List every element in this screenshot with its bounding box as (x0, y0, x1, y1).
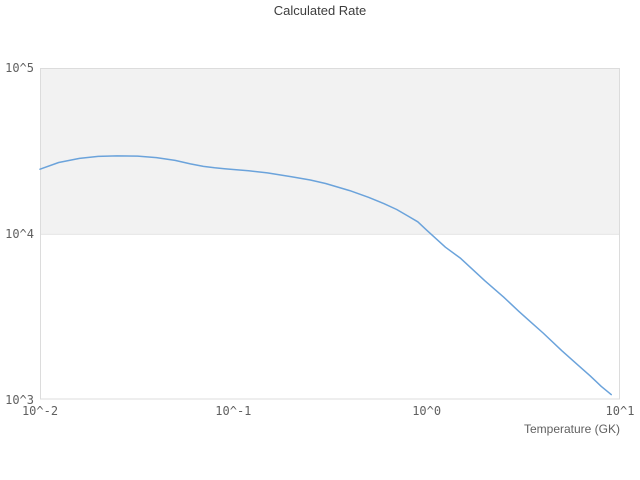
x-tick-label: 10^0 (412, 404, 442, 418)
y-tick-label: 10^5 (5, 61, 34, 75)
y-axis-alternating-band (40, 68, 620, 234)
x-axis-title: Temperature (GK) (523, 422, 620, 436)
x-tick-label: 10^-2 (21, 404, 59, 418)
x-tick-label: 10^1 (605, 404, 635, 418)
y-tick-label: 10^4 (5, 226, 34, 241)
x-tick-label: 10^-1 (215, 404, 252, 418)
chart-title: Calculated Rate (273, 3, 367, 18)
rate-curve (39, 155, 612, 396)
y-tick-label: 10^3 (5, 392, 34, 407)
plot-border (40, 68, 620, 400)
